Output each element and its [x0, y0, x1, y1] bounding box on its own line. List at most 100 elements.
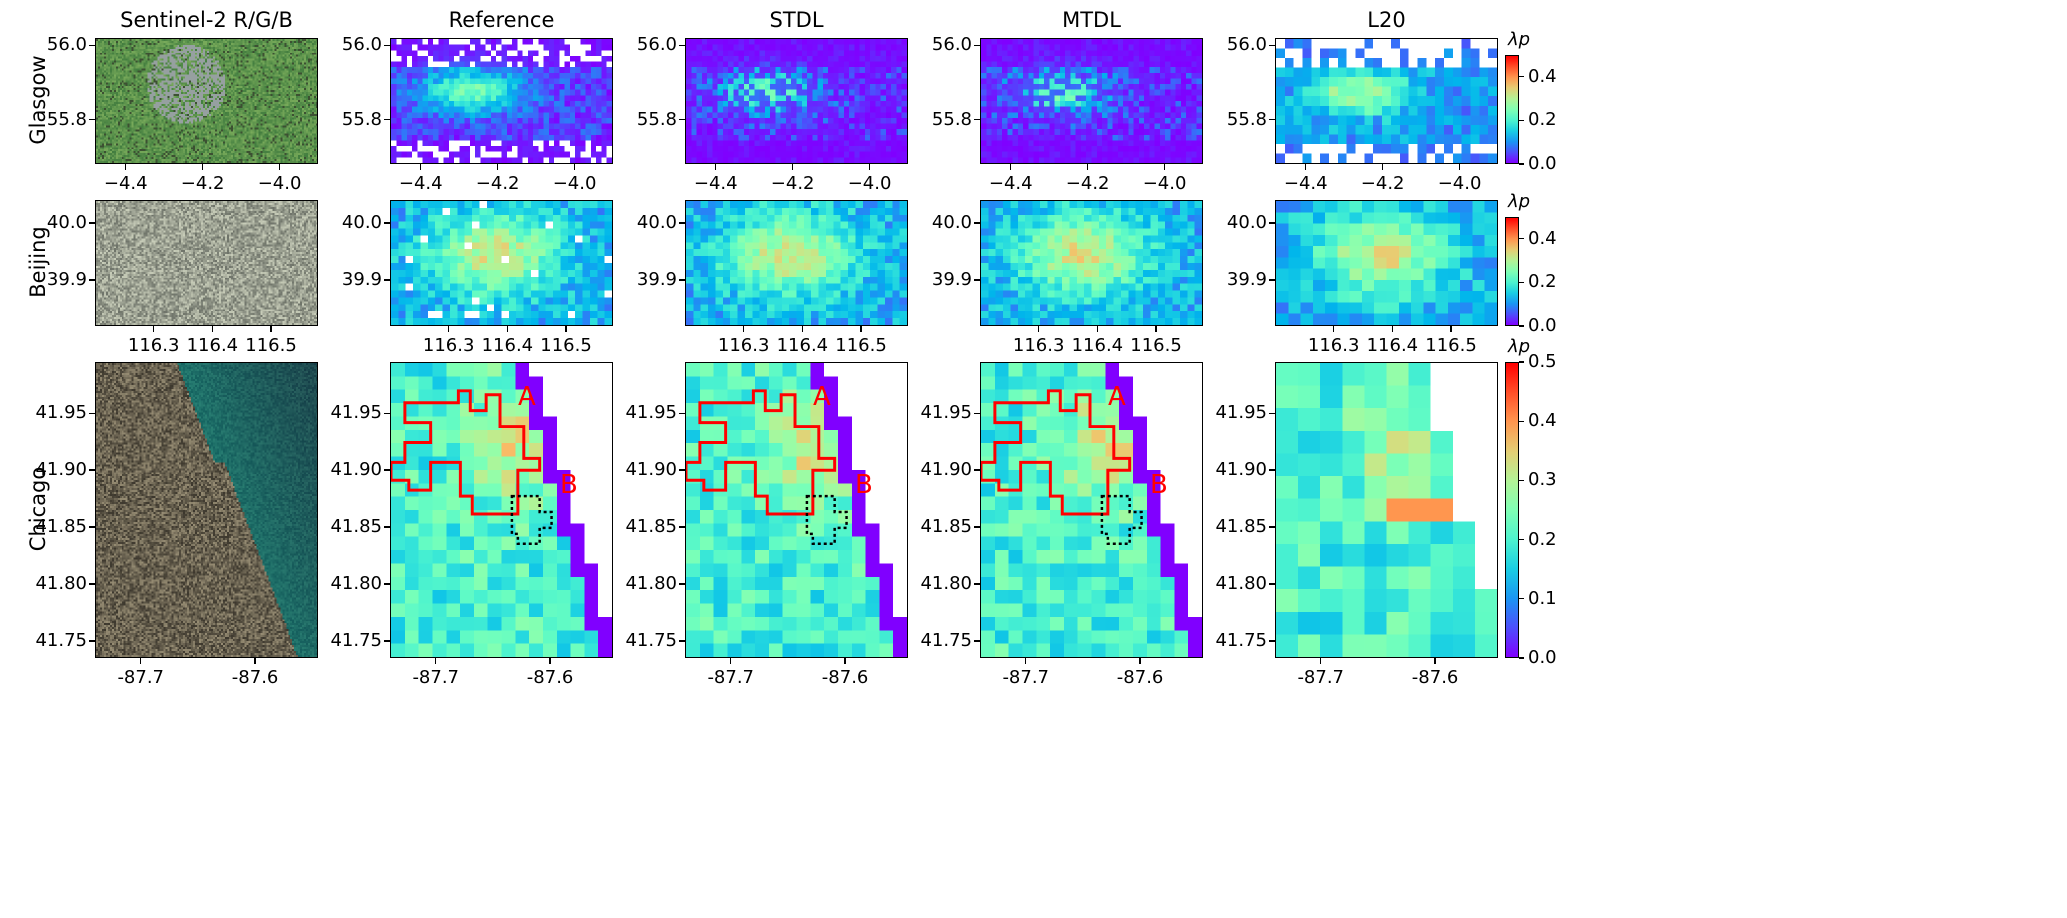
- colorbar: [1505, 362, 1519, 658]
- colorbar-tick-label: 0.4: [1528, 65, 1557, 87]
- x-tick-mark: [140, 658, 142, 664]
- x-tick-label: −4.4: [1283, 173, 1328, 194]
- x-tick-mark: [278, 164, 281, 170]
- y-tick-label: 41.95: [920, 402, 972, 424]
- x-tick-mark: [1086, 164, 1089, 170]
- y-tick-mark: [974, 279, 980, 281]
- x-tick-mark: [742, 326, 745, 332]
- x-tick-label: -87.6: [821, 667, 869, 688]
- y-tick-mark: [89, 640, 95, 642]
- x-tick-label: -87.7: [412, 667, 460, 688]
- colorbar-tick-label: 0.2: [1528, 271, 1557, 293]
- heatmap-panel: [390, 200, 613, 326]
- colorbar-tick-mark: [1519, 76, 1524, 78]
- x-tick-label: 116.5: [245, 335, 297, 356]
- y-tick-mark: [679, 222, 685, 224]
- region-a-outline: [981, 389, 1132, 516]
- y-tick-label: 39.9: [931, 269, 972, 291]
- y-tick-label: 41.80: [1215, 573, 1267, 594]
- colorbar-tick-mark: [1519, 479, 1524, 482]
- y-tick-label: 41.90: [1215, 459, 1267, 481]
- y-tick-mark: [974, 44, 980, 47]
- heatmap-panel: [980, 362, 1203, 658]
- y-tick-mark: [1269, 640, 1275, 642]
- x-tick-label: 116.3: [717, 335, 770, 356]
- x-tick-label: 116.5: [1130, 335, 1182, 356]
- region-outlines: [391, 389, 553, 546]
- y-tick-mark: [1269, 526, 1275, 528]
- x-tick-label: −4.4: [103, 173, 148, 194]
- y-tick-label: 55.8: [1226, 108, 1267, 130]
- x-tick-label: -87.7: [1297, 667, 1345, 688]
- y-tick-mark: [1269, 279, 1275, 281]
- y-tick-mark: [89, 469, 95, 471]
- x-tick-mark: [1037, 326, 1040, 332]
- y-tick-mark: [974, 640, 980, 642]
- x-tick-label: −4.2: [180, 173, 225, 194]
- x-tick-mark: [152, 326, 155, 332]
- y-tick-mark: [89, 118, 95, 121]
- colorbar: [1505, 55, 1519, 164]
- x-tick-label: -87.6: [231, 667, 279, 688]
- y-tick-mark: [89, 412, 95, 414]
- x-tick-mark: [1434, 658, 1436, 664]
- heatmap-cells: [1276, 363, 1497, 657]
- y-tick-label: 41.75: [920, 629, 972, 651]
- y-tick-label: 41.95: [35, 402, 87, 424]
- y-tick-mark: [384, 469, 390, 471]
- colorbar-tick-mark: [1519, 325, 1524, 327]
- x-tick-label: -87.7: [1002, 667, 1050, 688]
- x-tick-mark: [715, 164, 717, 170]
- y-tick-label: 41.90: [920, 459, 972, 481]
- region-a-outline: [391, 389, 542, 516]
- region-outlines: [981, 389, 1143, 546]
- region-outlines: [686, 389, 848, 546]
- y-tick-mark: [974, 222, 980, 224]
- x-tick-mark: [1025, 658, 1027, 664]
- y-tick-mark: [679, 44, 685, 47]
- y-tick-mark: [974, 526, 980, 528]
- y-tick-mark: [974, 583, 980, 585]
- y-tick-label: 41.75: [35, 629, 87, 651]
- satellite-image-panel: [95, 362, 318, 658]
- colorbar-tick-label: 0.4: [1528, 227, 1557, 249]
- heatmap-panel: [1275, 362, 1498, 658]
- x-tick-mark: [1320, 658, 1322, 664]
- x-tick-label: −4.0: [847, 173, 892, 194]
- y-tick-mark: [1269, 469, 1275, 471]
- x-tick-mark: [1332, 326, 1335, 332]
- heatmap-cells: [1276, 201, 1497, 325]
- y-tick-mark: [679, 583, 685, 585]
- x-tick-mark: [1391, 326, 1394, 332]
- y-tick-mark: [679, 469, 685, 471]
- y-tick-mark: [974, 412, 980, 414]
- y-tick-label: 41.75: [625, 629, 677, 651]
- x-tick-label: 116.5: [835, 335, 887, 356]
- colorbar-tick-mark: [1519, 598, 1524, 600]
- x-tick-label: 116.3: [1012, 335, 1065, 356]
- y-tick-label: 41.85: [1215, 516, 1267, 538]
- annotation-b: B: [855, 470, 873, 500]
- annotation-a: A: [813, 382, 831, 412]
- y-tick-mark: [974, 118, 980, 121]
- x-tick-label: 116.5: [540, 335, 592, 356]
- satellite-image-panel: [95, 38, 318, 164]
- y-tick-mark: [384, 640, 390, 642]
- heatmap-cells: [391, 39, 612, 163]
- y-tick-label: 41.90: [625, 459, 677, 481]
- y-tick-label: 41.85: [625, 516, 677, 538]
- y-tick-label: 41.95: [1215, 402, 1267, 424]
- y-tick-mark: [384, 279, 390, 281]
- y-tick-label: 39.9: [341, 269, 382, 291]
- column-title: STDL: [769, 8, 824, 32]
- satellite-image: [96, 39, 317, 163]
- x-tick-label: -87.6: [526, 667, 574, 688]
- x-tick-mark: [254, 658, 256, 664]
- y-tick-label: 41.95: [330, 402, 382, 424]
- y-tick-mark: [679, 526, 685, 528]
- x-tick-label: −4.2: [1360, 173, 1405, 194]
- x-tick-label: 116.4: [481, 335, 534, 356]
- y-tick-label: 41.80: [920, 573, 972, 594]
- colorbar-tick-mark: [1519, 657, 1524, 659]
- annotation-b: B: [1150, 470, 1168, 500]
